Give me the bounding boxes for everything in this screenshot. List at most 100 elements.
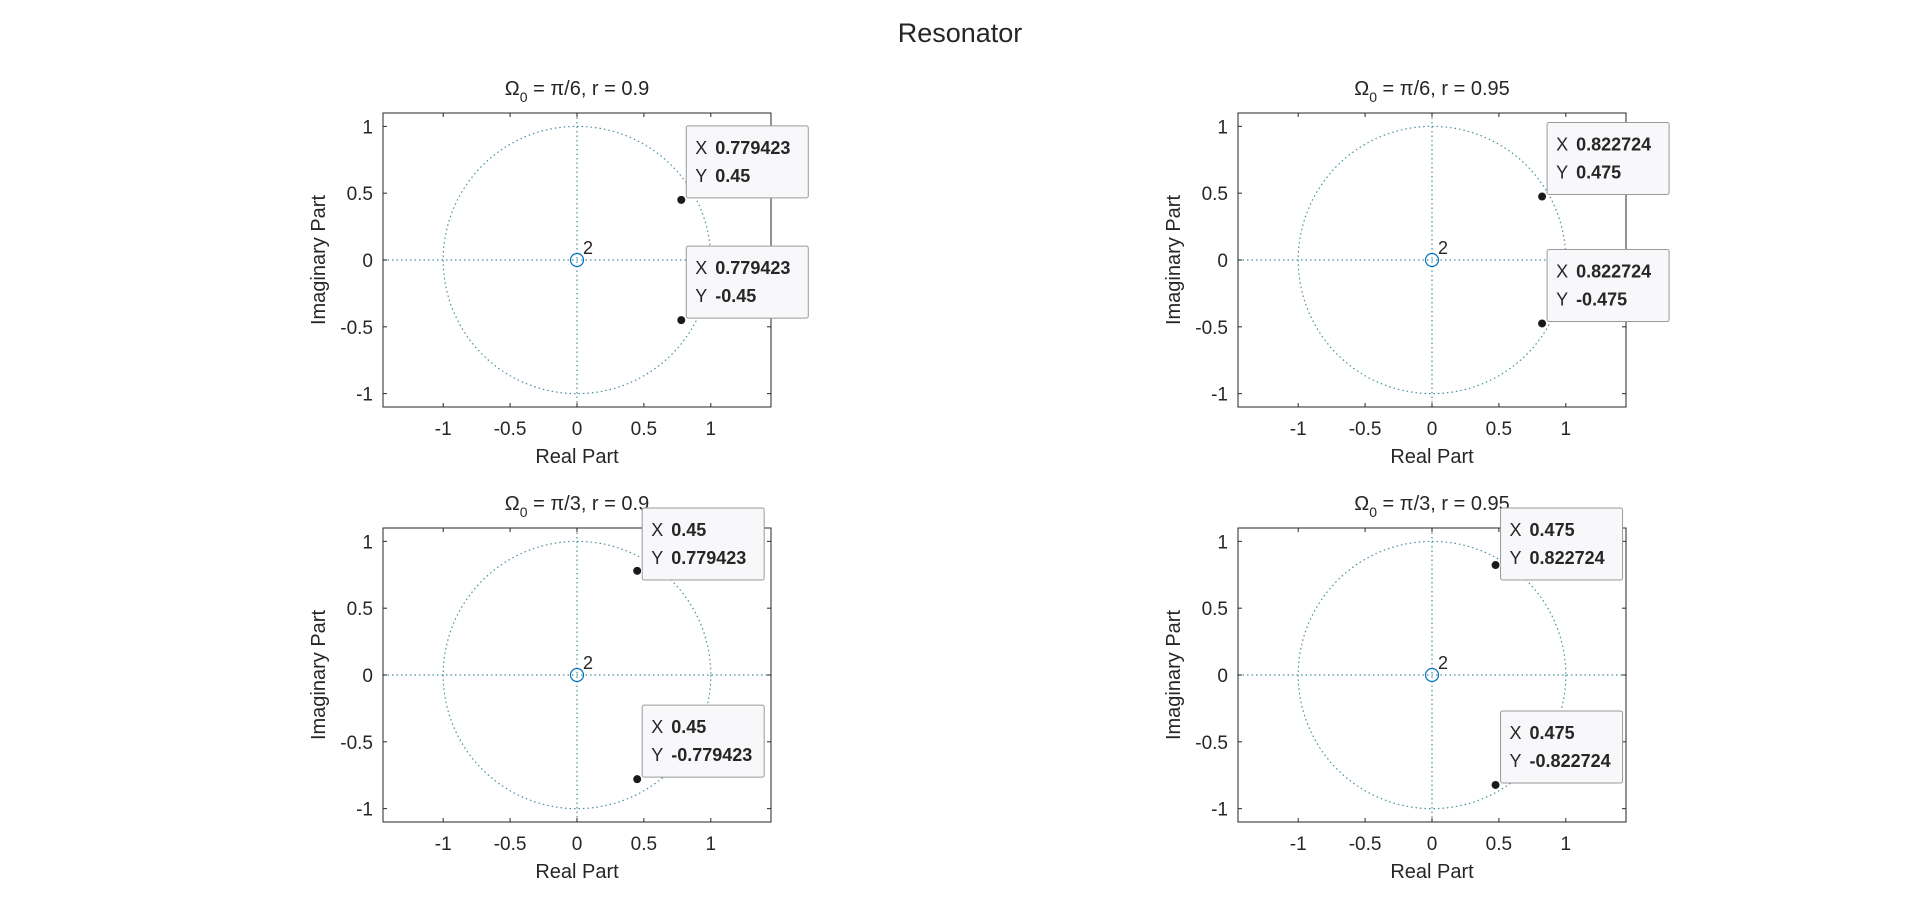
pole-zero-plot-4: -1 -0.5 0 0.5 1 -1 -0.5 0 0.5 1 Real Part Imaginary…	[1163, 493, 1627, 883]
x-tick-label: 0.5	[631, 419, 657, 440]
y-tick-label: 0.5	[347, 184, 373, 205]
datatip: X 0.475 Y -0.822724	[1500, 710, 1624, 784]
zero-multiplicity-label: 2	[1438, 238, 1448, 258]
datatip-y-value: -0.779423	[671, 745, 752, 765]
datatip-y-value: 0.475	[1576, 163, 1621, 183]
unit-circle	[442, 540, 712, 810]
y-tick-label: -0.5	[1195, 733, 1228, 754]
x-tick-label: 0.5	[1486, 419, 1512, 440]
datatip-y-label: Y	[651, 548, 663, 568]
datatip-x-label: X	[651, 717, 663, 737]
datatip-y-value: -0.45	[715, 286, 756, 306]
y-tick-label: 0	[1217, 251, 1228, 272]
datatip: X 0.822724 Y 0.475	[1546, 122, 1670, 196]
x-tick-label: 1	[1561, 834, 1572, 855]
datatip-box	[641, 507, 765, 581]
datatip-y-label: Y	[695, 166, 707, 186]
datatip-x-value: 0.779423	[715, 138, 790, 158]
datatip-y-value: 0.45	[715, 166, 750, 186]
datatip-box	[1500, 710, 1624, 784]
zero-marker	[569, 667, 585, 683]
datatip-x-value: 0.45	[671, 520, 706, 540]
datatip-x-label: X	[1510, 520, 1522, 540]
datatip-box	[1500, 507, 1624, 581]
datatip-x-label: X	[1556, 135, 1568, 155]
y-tick-label: 1	[1217, 532, 1228, 553]
x-tick-label: -0.5	[1349, 834, 1382, 855]
datatip-box	[1546, 248, 1670, 322]
datatip-x-value: 0.45	[671, 717, 706, 737]
y-tick-label: 0.5	[1202, 599, 1228, 620]
datatip-y-label: Y	[695, 286, 707, 306]
datatip-y-value: -0.822724	[1530, 751, 1611, 771]
pole-marker	[632, 565, 643, 576]
x-tick-label: 0	[1427, 834, 1438, 855]
y-tick-label: 1	[1217, 117, 1228, 138]
y-tick-label: 0	[362, 666, 373, 687]
figure-title: Resonator	[898, 18, 1023, 48]
datatip-y-label: Y	[1556, 289, 1568, 309]
zero-multiplicity-label: 2	[583, 238, 593, 258]
datatip-box	[685, 125, 809, 199]
pole-marker	[1490, 560, 1501, 571]
zero-multiplicity-label: 2	[583, 653, 593, 673]
y-tick-label: 0	[362, 251, 373, 272]
y-tick-label: -0.5	[1195, 318, 1228, 339]
datatip: X 0.822724 Y -0.475	[1546, 248, 1670, 322]
unit-circle	[1297, 540, 1567, 810]
y-tick-label: -1	[1211, 800, 1228, 821]
datatip-box	[1546, 122, 1670, 196]
y-axis-label: Imaginary Part	[1163, 610, 1185, 740]
x-axis-label: Real Part	[1390, 861, 1474, 883]
x-tick-label: 0	[572, 419, 583, 440]
x-axis-label: Real Part	[535, 861, 619, 883]
datatip: X 0.779423 Y 0.45	[685, 125, 809, 199]
subplot-title: Ω0 = π/6, r = 0.9	[505, 78, 649, 105]
x-tick-label: 0	[572, 834, 583, 855]
datatip-x-label: X	[695, 138, 707, 158]
y-tick-label: -1	[356, 385, 373, 406]
y-axis-label: Imaginary Part	[308, 610, 330, 740]
datatip-x-label: X	[1556, 261, 1568, 281]
x-axis-label: Real Part	[1390, 446, 1474, 468]
pole-marker	[632, 774, 643, 785]
datatip-y-label: Y	[1556, 163, 1568, 183]
x-tick-label: -1	[1290, 834, 1307, 855]
y-tick-label: 1	[362, 532, 373, 553]
x-tick-label: -1	[435, 834, 452, 855]
datatip-y-value: 0.779423	[671, 548, 746, 568]
x-tick-label: 0.5	[1486, 834, 1512, 855]
y-tick-label: 1	[362, 117, 373, 138]
x-tick-label: -0.5	[494, 419, 527, 440]
datatip-x-label: X	[651, 520, 663, 540]
y-tick-label: -1	[1211, 385, 1228, 406]
datatip-x-label: X	[695, 258, 707, 278]
x-tick-label: -0.5	[494, 834, 527, 855]
datatip-x-value: 0.779423	[715, 258, 790, 278]
y-tick-label: -1	[356, 800, 373, 821]
datatip: X 0.475 Y 0.822724	[1500, 507, 1624, 581]
x-tick-label: 0.5	[631, 834, 657, 855]
datatip: X 0.45 Y 0.779423	[641, 507, 765, 581]
zero-multiplicity-label: 2	[1438, 653, 1448, 673]
y-tick-label: 0.5	[1202, 184, 1228, 205]
datatip-x-value: 0.822724	[1576, 261, 1651, 281]
pole-zero-plot-2: -1 -0.5 0 0.5 1 -1 -0.5 0 0.5 1 Real Part Imaginary…	[1163, 78, 1670, 468]
datatip-y-value: 0.822724	[1530, 548, 1605, 568]
datatip-box	[641, 704, 765, 778]
subplot-title: Ω0 = π/3, r = 0.95	[1354, 493, 1510, 520]
x-tick-label: -1	[1290, 419, 1307, 440]
y-axis-label: Imaginary Part	[308, 195, 330, 325]
x-tick-label: -0.5	[1349, 419, 1382, 440]
datatip: X 0.45 Y -0.779423	[641, 704, 765, 778]
x-axis-label: Real Part	[535, 446, 619, 468]
y-axis-label: Imaginary Part	[1163, 195, 1185, 325]
datatip-y-label: Y	[1510, 548, 1522, 568]
datatip-box	[685, 245, 809, 319]
datatip-x-label: X	[1510, 723, 1522, 743]
x-tick-label: 1	[1561, 419, 1572, 440]
x-tick-label: -1	[435, 419, 452, 440]
datatip-x-value: 0.822724	[1576, 135, 1651, 155]
pole-marker	[1537, 191, 1548, 202]
zero-marker	[1424, 252, 1440, 268]
